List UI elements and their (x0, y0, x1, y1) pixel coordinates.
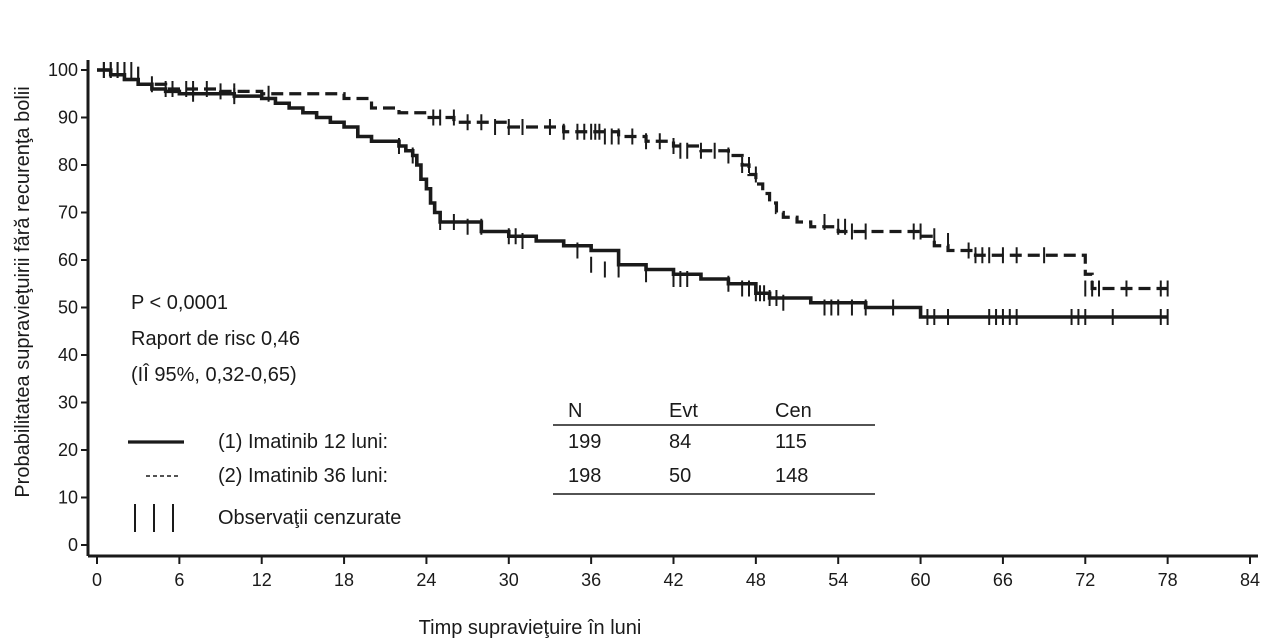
legend-evt-series-2: 50 (669, 465, 691, 487)
legend-header-n: N (568, 400, 582, 422)
legend-censor-label: Observaţii cenzurate (218, 507, 401, 529)
x-tick-label: 66 (993, 570, 1013, 590)
legend-label-series-1: (1) Imatinib 12 luni: (218, 431, 388, 453)
x-tick-label: 30 (499, 570, 519, 590)
confidence-interval-label: (IÎ 95%, 0,32-0,65) (131, 363, 297, 386)
y-tick-label: 10 (58, 488, 78, 508)
y-tick-label: 20 (58, 440, 78, 460)
series-2-line (97, 68, 1168, 291)
legend-header-evt: Evt (669, 400, 698, 422)
series-2 (97, 62, 1169, 297)
series-1 (97, 62, 1169, 325)
legend-label-series-2: (2) Imatinib 36 luni: (218, 465, 388, 487)
y-tick-label: 70 (58, 203, 78, 223)
y-tick-label: 80 (58, 155, 78, 175)
x-tick-label: 0 (92, 570, 102, 590)
y-tick-label: 90 (58, 108, 78, 128)
x-tick-label: 36 (581, 570, 601, 590)
x-tick-label: 24 (416, 570, 436, 590)
legend-n-series-2: 198 (568, 465, 601, 487)
x-axis-ticks: 0 6 12 18 24 30 36 42 48 54 60 66 72 78 84 (92, 556, 1260, 590)
legend-n-series-1: 199 (568, 431, 601, 453)
x-tick-label: 72 (1075, 570, 1095, 590)
y-axis-ticks: 0 10 20 30 40 50 60 70 80 90 100 (48, 60, 88, 555)
legend-evt-series-1: 84 (669, 431, 691, 453)
legend-header-cen: Cen (775, 400, 812, 422)
x-axis-title: Timp supravieţuire în luni (419, 617, 642, 639)
x-tick-label: 84 (1240, 570, 1260, 590)
y-tick-label: 40 (58, 345, 78, 365)
x-tick-label: 54 (828, 570, 848, 590)
x-tick-label: 60 (911, 570, 931, 590)
x-tick-label: 78 (1158, 570, 1178, 590)
x-tick-label: 42 (663, 570, 683, 590)
x-tick-label: 48 (746, 570, 766, 590)
series-layer (97, 62, 1169, 325)
legend-cen-series-1: 115 (775, 431, 807, 453)
p-value-label: P < 0,0001 (131, 292, 228, 314)
y-tick-label: 30 (58, 393, 78, 413)
y-tick-label: 100 (48, 60, 78, 80)
y-tick-label: 0 (68, 535, 78, 555)
x-tick-label: 18 (334, 570, 354, 590)
x-tick-label: 12 (252, 570, 272, 590)
x-tick-label: 6 (174, 570, 184, 590)
hazard-ratio-label: Raport de risc 0,46 (131, 328, 300, 350)
y-tick-label: 60 (58, 250, 78, 270)
legend-censor-marks (134, 504, 174, 532)
y-axis-title: Probabilitatea supravieţuirii fără recur… (12, 86, 34, 497)
legend-table: N Evt Cen —— (1) Imatinib 12 luni: 199 8… (128, 400, 875, 532)
series-1-line (97, 68, 1168, 319)
y-tick-label: 50 (58, 298, 78, 318)
legend-cen-series-2: 148 (775, 465, 808, 487)
